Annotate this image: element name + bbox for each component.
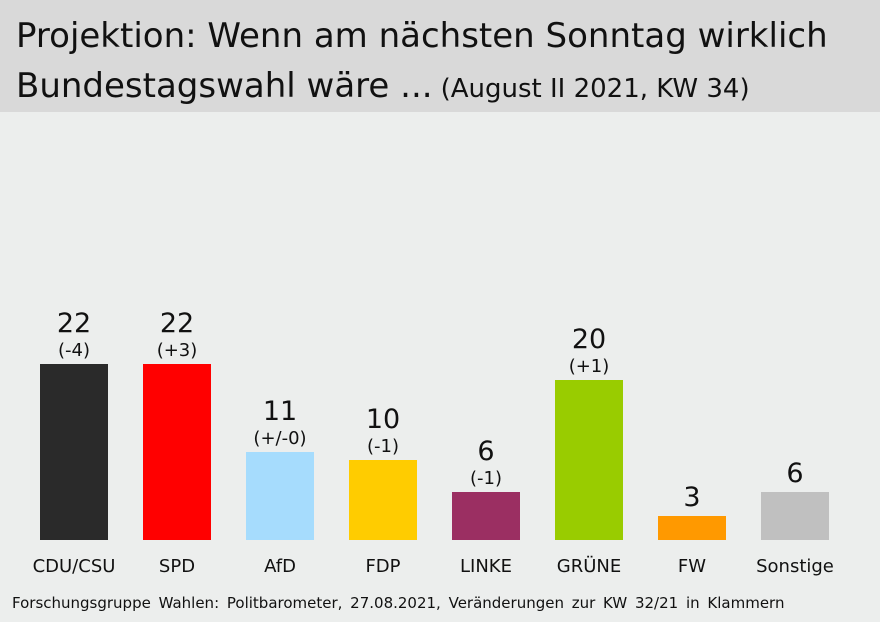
chart-title-line1: Projektion: Wenn am nächsten Sonntag wir… (16, 16, 828, 56)
category-label-gruene: GRÜNE (557, 555, 621, 577)
value-label-fdp: 10 (366, 404, 400, 435)
header-banner: Projektion: Wenn am nächsten Sonntag wir… (0, 0, 880, 112)
chart-subtitle: (August II 2021, KW 34) (440, 74, 750, 104)
change-label-cdu-csu: (-4) (58, 340, 90, 361)
chart-title-line2-text: Bundestagswahl wäre ... (16, 66, 433, 106)
change-label-linke: (-1) (470, 468, 502, 489)
category-label-afd: AfD (264, 556, 296, 577)
bar-chart: (-4)22CDU/CSU(+3)22SPD(+/-0)11AfD(-1)10F… (33, 308, 834, 577)
value-label-cdu-csu: 22 (57, 308, 91, 339)
source-note: Forschungsgruppe Wahlen: Politbarometer,… (12, 594, 785, 612)
value-label-sonstige: 6 (786, 458, 803, 489)
bar-linke (452, 492, 520, 540)
category-label-fw: FW (678, 556, 706, 577)
category-label-sonstige: Sonstige (756, 556, 834, 577)
bar-cdu-csu (40, 364, 108, 540)
change-label-gruene: (+1) (569, 356, 610, 377)
bar-fw (658, 516, 726, 540)
change-label-afd: (+/-0) (253, 428, 306, 449)
value-label-spd: 22 (160, 308, 194, 339)
change-label-fdp: (-1) (367, 436, 399, 457)
bar-fdp (349, 460, 417, 540)
value-label-afd: 11 (263, 396, 297, 427)
bar-gruene (555, 380, 623, 540)
category-label-spd: SPD (159, 556, 195, 577)
value-label-linke: 6 (477, 436, 494, 467)
value-label-fw: 3 (683, 482, 700, 513)
category-label-linke: LINKE (460, 556, 512, 577)
bar-sonstige (761, 492, 829, 540)
bar-spd (143, 364, 211, 540)
bar-afd (246, 452, 314, 540)
change-label-spd: (+3) (157, 340, 198, 361)
value-label-gruene: 20 (572, 324, 606, 355)
chart-title-line2: Bundestagswahl wäre ... (August II 2021, … (16, 66, 750, 109)
category-label-fdp: FDP (365, 556, 400, 577)
category-label-cdu-csu: CDU/CSU (33, 556, 116, 577)
